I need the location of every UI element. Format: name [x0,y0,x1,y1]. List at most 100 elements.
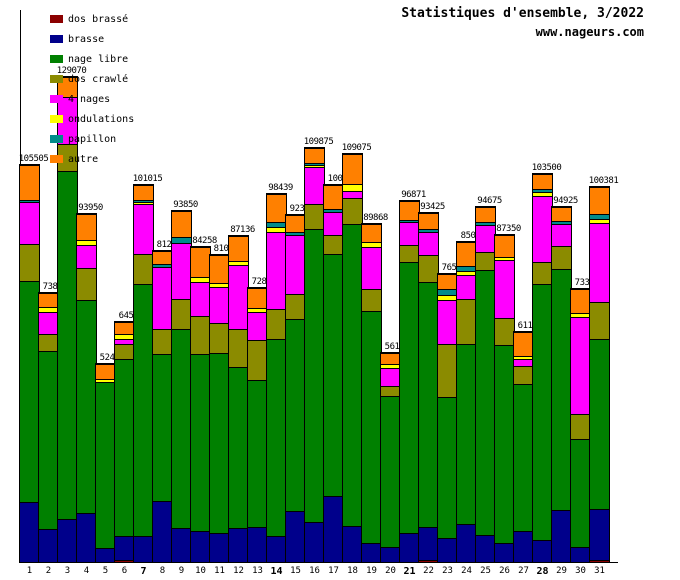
bar-day-7-dos_crawle-segment [134,254,153,284]
bar-value-label-day-19: 89868 [363,213,388,223]
legend-item-quatre_nages: 4 nages [50,94,134,105]
bar-day-26-dos_crawle-segment [495,318,514,345]
bar-value-label-day-16: 109875 [303,137,334,147]
bar-day-27-dos_crawle-segment [514,366,533,384]
x-tick-29: 29 [556,566,567,576]
bar-day-20 [380,352,401,563]
chart-title: Statistiques d'ensemble, 3/2022 [401,6,644,21]
bar-day-11 [209,254,230,563]
bar-value-label-day-13: 7280 [251,277,272,287]
bar-day-13-nage_libre-segment [248,380,267,527]
bar-day-31-ondulations-segment [590,219,609,223]
bar-day-8-brasse-segment [153,501,172,562]
bar-value-label-day-6: 6455 [118,311,139,321]
x-tick-25: 25 [480,566,491,576]
bar-day-28-nage_libre-segment [533,284,552,540]
bar-day-30-brasse-segment [571,547,590,562]
bar-day-22-dos_crawle-segment [419,255,438,282]
bar-day-8-quatre_nages-segment [153,267,172,329]
bar-day-4-autre-segment [77,214,96,240]
bar-day-13-ondulations-segment [248,308,267,312]
x-tick-6: 6 [121,566,128,576]
bar-day-26-brasse-segment [495,543,514,562]
legend-item-ondulations: ondulations [50,114,134,125]
bar-value-label-day-9: 93850 [173,200,198,210]
legend-label-brasse: brasse [68,33,105,45]
bar-day-24-ondulations-segment [457,271,476,275]
bar-day-7-brasse-segment [134,536,153,562]
bar-day-7-papillon-segment [134,200,153,202]
site-url: www.nageurs.com [535,25,644,39]
bar-day-31-autre-segment [590,187,609,214]
bar-day-9-autre-segment [172,211,191,237]
x-tick-18: 18 [347,566,358,576]
x-tick-17: 17 [328,566,339,576]
bar-day-23-quatre_nages-segment [438,300,457,344]
bar-day-22 [418,212,439,563]
bar-day-4-quatre_nages-segment [77,245,96,268]
bar-day-27-nage_libre-segment [514,384,533,531]
bar-day-21-autre-segment [400,201,419,220]
bar-value-label-day-2: 7385 [42,282,63,292]
bar-day-22-autre-segment [419,213,438,229]
bar-day-27 [513,331,534,563]
legend-item-papillon: papillon [50,134,134,145]
bar-value-label-day-21: 96871 [401,190,426,200]
bar-day-23-nage_libre-segment [438,397,457,538]
x-tick-15: 15 [290,566,301,576]
bar-day-31-dos_brasse-segment [590,560,609,562]
bar-day-12-brasse-segment [229,528,248,562]
bar-day-14-nage_libre-segment [267,339,286,536]
bar-day-1-quatre_nages-segment [20,202,39,244]
x-tick-11: 11 [214,566,225,576]
bar-day-24-dos_crawle-segment [457,299,476,344]
x-tick-9: 9 [178,566,185,576]
bar-day-21-nage_libre-segment [400,262,419,533]
bar-day-13 [247,287,268,563]
bar-day-12-nage_libre-segment [229,367,248,528]
x-tick-20: 20 [385,566,396,576]
bar-day-20-autre-segment [381,353,400,364]
bar-value-label-day-27: 6110 [517,321,538,331]
bar-day-29 [551,206,572,563]
bar-day-6 [114,321,135,563]
bar-day-20-nage_libre-segment [381,396,400,547]
x-tick-4: 4 [83,566,90,576]
bar-value-label-day-3: 129070 [56,66,87,76]
bar-day-5-ondulations-segment [96,379,115,382]
bar-day-12-quatre_nages-segment [229,265,248,329]
bar-day-30-nage_libre-segment [571,439,590,547]
x-tick-10: 10 [195,566,206,576]
bar-day-9-brasse-segment [172,528,191,562]
bar-day-2-autre-segment [39,293,58,307]
bar-day-28-dos_crawle-segment [533,262,552,284]
legend: dos brassé brasse nage libre dos crawlé 4 na… [50,14,134,174]
bar-day-17-dos_crawle-segment [324,235,343,254]
bar-day-30 [570,288,591,563]
bar-day-6-dos_crawle-segment [115,344,134,359]
bar-day-9-nage_libre-segment [172,329,191,528]
bar-day-7-ondulations-segment [134,202,153,204]
legend-item-autre: autre [50,154,134,165]
bar-day-7-nage_libre-segment [134,284,153,536]
bar-day-28-ondulations-segment [533,192,552,196]
bar-day-1-dos_crawle-segment [20,244,39,281]
bar-day-28-quatre_nages-segment [533,196,552,262]
x-tick-3: 3 [64,566,71,576]
bar-day-13-quatre_nages-segment [248,312,267,340]
bar-day-31-quatre_nages-segment [590,223,609,302]
bar-day-11-autre-segment [210,255,229,283]
bar-day-23-papillon-segment [438,289,457,295]
bar-day-10-nage_libre-segment [191,354,210,531]
bar-day-27-autre-segment [514,332,533,356]
bar-value-label-day-11: 8107 [213,244,234,254]
bar-day-21-papillon-segment [400,220,419,222]
bar-day-15-quatre_nages-segment [286,235,305,294]
bar-day-21-brasse-segment [400,533,419,562]
title-block: Statistiques d'ensemble, 3/2022 www.nage… [401,6,644,39]
bar-day-26-ondulations-segment [495,257,514,260]
bar-day-26-quatre_nages-segment [495,260,514,318]
bar-day-12 [228,235,249,563]
legend-swatch-dos_brasse [50,15,63,23]
bar-day-5 [95,363,116,563]
